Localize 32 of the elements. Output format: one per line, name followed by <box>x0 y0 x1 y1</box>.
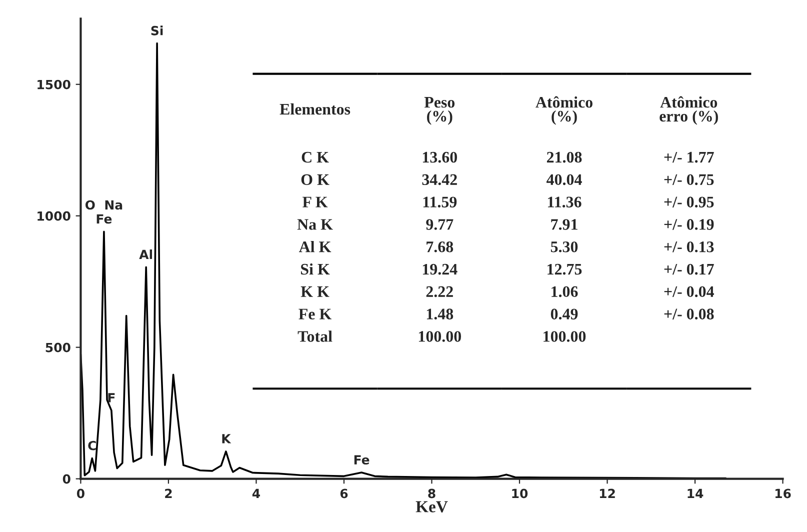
text: O K 34.42 40.04 +/- 0.75 <box>301 174 714 186</box>
annotation: Al <box>139 249 152 259</box>
annotation: O Na Fe <box>85 200 122 224</box>
y-tick-label: 0 <box>62 474 70 484</box>
text: Total 100.00 100.00 <box>298 330 586 342</box>
x-tick-label: 2 <box>165 488 172 498</box>
x-tick-label: 10 <box>512 488 528 498</box>
annotation: K <box>222 434 232 444</box>
x-tick-label: 16 <box>776 488 791 498</box>
y-tick-label: 500 <box>46 342 70 352</box>
text: K K 2.22 1.06 +/- 0.04 <box>300 286 714 298</box>
text: Al K 7.68 5.30 +/- 0.13 <box>298 241 714 252</box>
x-axis-title: KeV <box>416 501 448 512</box>
annotation: F <box>108 393 115 402</box>
annotation: Si <box>151 26 163 36</box>
text: Si K 19.24 12.75 +/- 0.17 <box>301 263 714 275</box>
y-tick-label: 1500 <box>38 80 70 90</box>
text: Na K 9.77 7.91 +/- 0.19 <box>297 219 714 230</box>
annotation: C <box>88 440 96 450</box>
x-tick-label: 12 <box>600 488 615 498</box>
x-tick-label: 8 <box>428 488 436 498</box>
x-tick-label: 14 <box>688 488 704 498</box>
y-tick-label: 1000 <box>38 211 70 221</box>
x-tick-label: 6 <box>340 488 348 498</box>
text: Fe K 1.48 0.49 +/- 0.08 <box>298 308 714 320</box>
x-tick-label: 4 <box>252 488 260 498</box>
text: Elementos Peso (%) Atômico (%) Atômico erro (%) <box>280 96 718 125</box>
line-series <box>80 42 727 479</box>
text: F K 11.59 11.36 +/- 0.95 <box>302 196 714 208</box>
x-tick-label: 0 <box>76 488 84 498</box>
annotation: Fe <box>354 455 370 465</box>
text: C K 13.60 21.08 +/- 1.77 <box>302 152 714 163</box>
